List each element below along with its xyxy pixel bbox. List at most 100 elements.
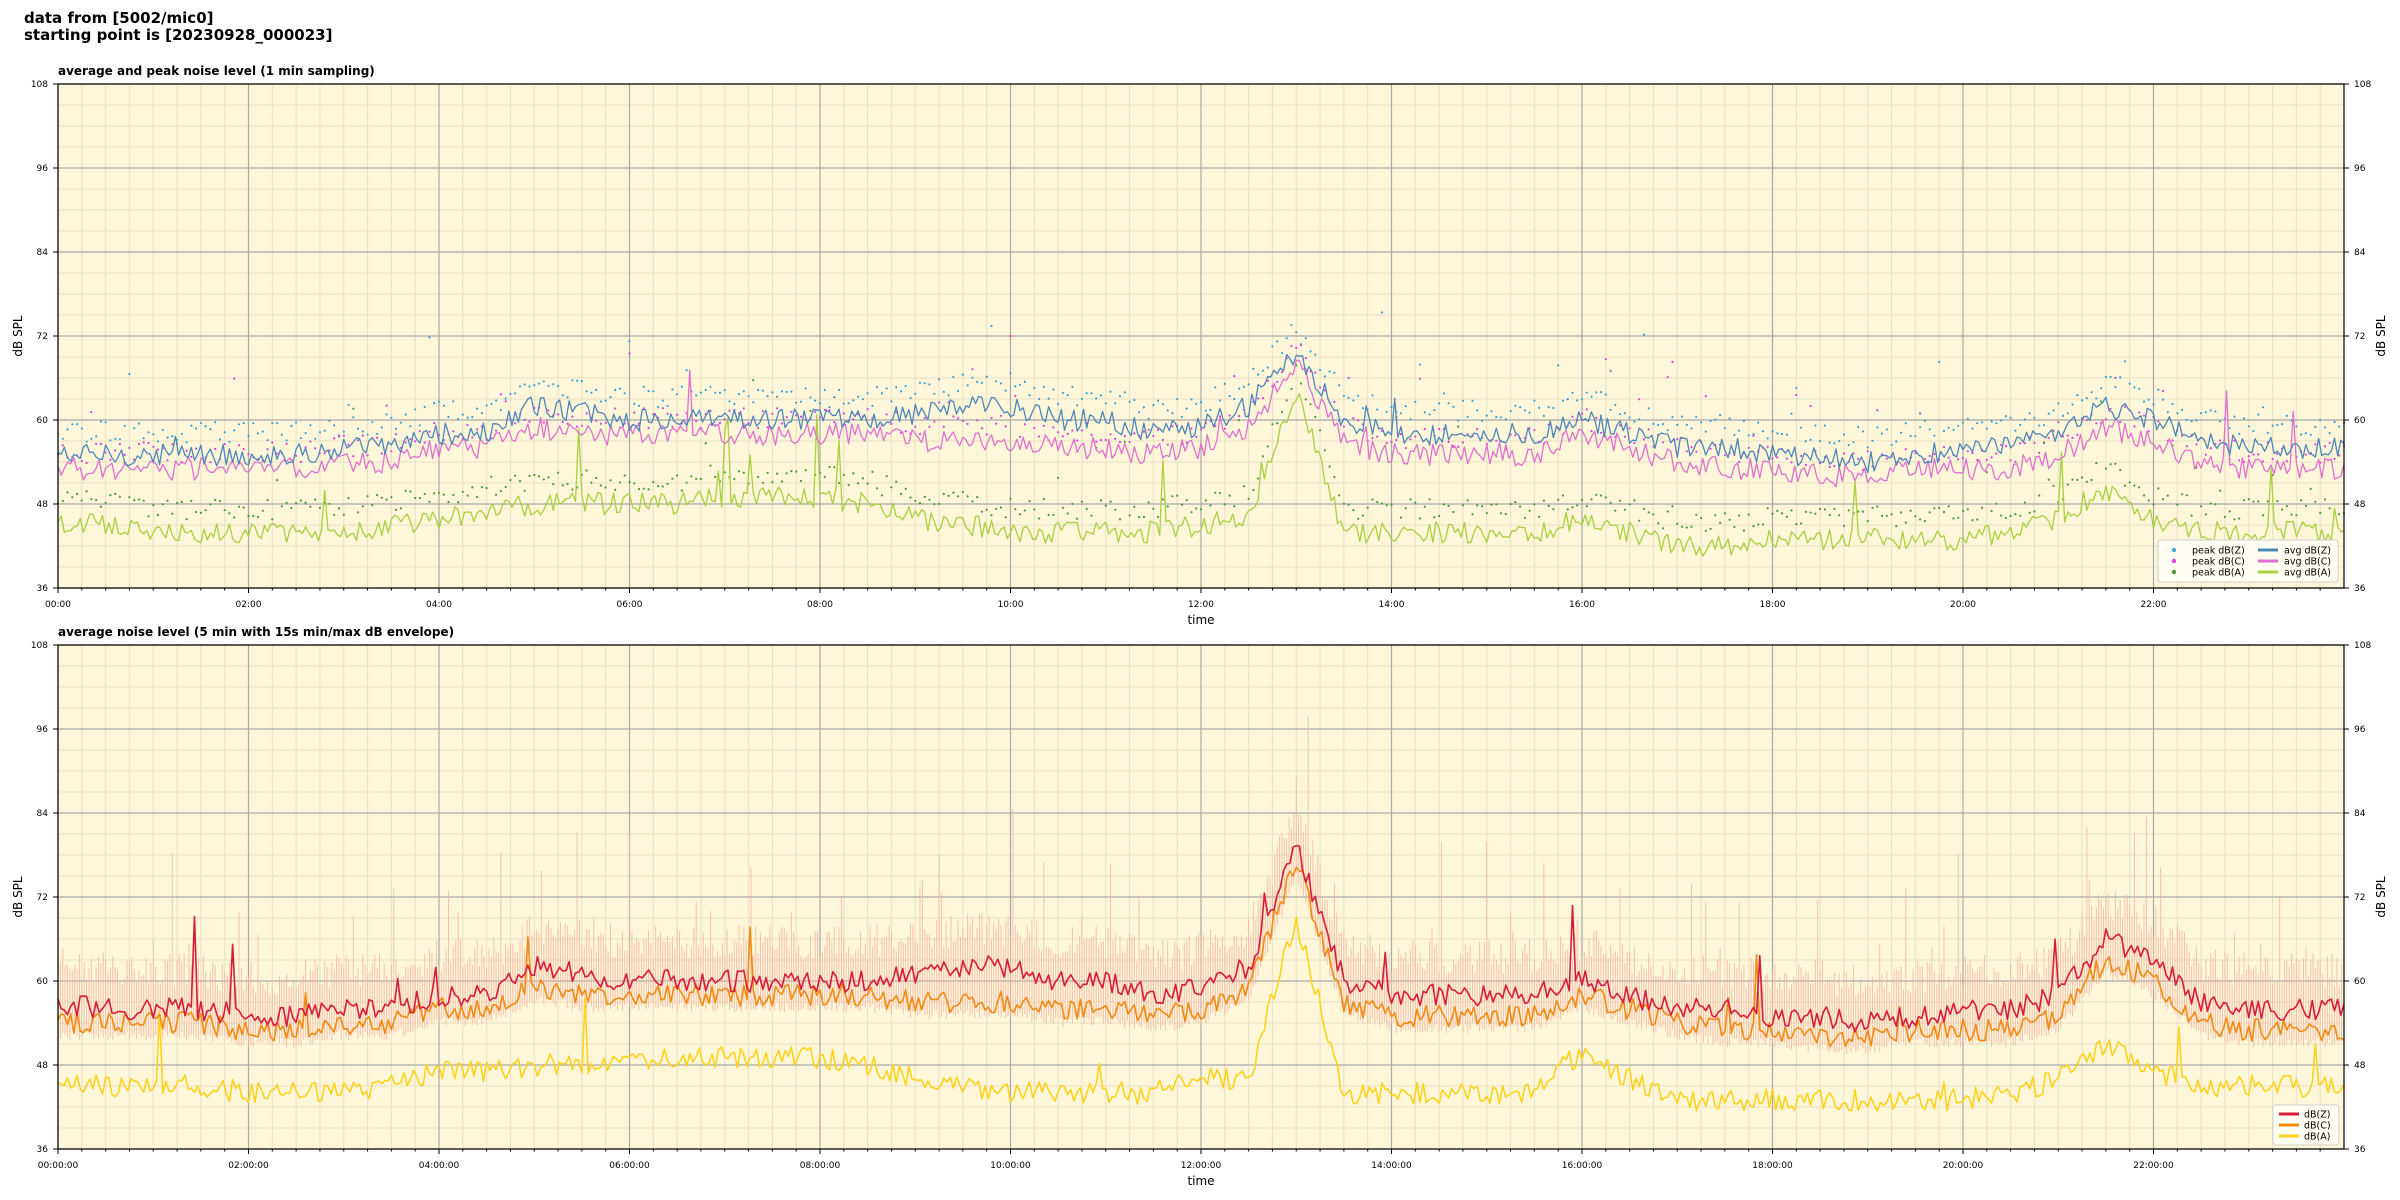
peak-point <box>866 482 869 485</box>
peak-point <box>1157 515 1160 519</box>
peak-point <box>2057 402 2060 405</box>
peak-point <box>2009 416 2012 419</box>
peak-point <box>185 441 188 444</box>
peak-point <box>1952 517 1955 520</box>
y-tick-label: 96 <box>37 164 49 174</box>
peak-point <box>166 459 169 462</box>
peak-point <box>352 416 355 419</box>
y-tick-label: 36 <box>37 1145 49 1155</box>
peak-point <box>1347 503 1350 506</box>
peak-point <box>1152 403 1155 407</box>
peak-point <box>61 499 64 503</box>
peak-point <box>395 427 398 430</box>
peak-point <box>2071 403 2074 406</box>
peak-point <box>1552 508 1555 511</box>
peak-point <box>190 455 193 458</box>
peak-point <box>633 402 636 405</box>
peak-point <box>2081 399 2084 402</box>
peak-point <box>1061 506 1064 509</box>
peak-point <box>2119 376 2122 379</box>
peak-point <box>576 379 579 382</box>
peak-point <box>2276 500 2279 503</box>
peak-point <box>1919 412 1922 415</box>
peak-point <box>561 420 564 424</box>
peak-point <box>423 405 426 408</box>
peak-point <box>680 385 684 388</box>
peak-point <box>2323 426 2327 429</box>
peak-point <box>85 490 88 493</box>
peak-point <box>837 481 841 485</box>
peak-point <box>733 477 736 481</box>
peak-point <box>209 428 212 431</box>
peak-point <box>2185 494 2188 497</box>
peak-point <box>1352 509 1355 512</box>
peak-point <box>2114 462 2117 465</box>
peak-point <box>966 495 969 498</box>
peak-point <box>1580 498 1584 501</box>
peak-point <box>461 413 464 416</box>
peak-point <box>1333 400 1336 404</box>
peak-point <box>390 496 393 499</box>
peak-point <box>1138 516 1141 519</box>
peak-point <box>328 419 331 422</box>
peak-point <box>1942 510 1946 514</box>
peak-point <box>1966 417 1969 420</box>
peak-point <box>2119 468 2122 472</box>
peak-point <box>1276 340 1279 343</box>
peak-point <box>1785 433 1788 436</box>
peak-point <box>1676 438 1679 441</box>
peak-point <box>647 488 650 491</box>
legend-marker <box>2171 547 2177 553</box>
peak-point <box>395 433 398 436</box>
peak-point <box>1538 515 1541 518</box>
peak-point <box>942 390 945 393</box>
peak-point <box>1071 502 1074 505</box>
peak-point <box>1128 400 1131 403</box>
peak-point <box>1280 410 1284 413</box>
peak-point <box>561 484 564 487</box>
peak-point <box>133 499 136 502</box>
peak-point <box>1990 509 1993 513</box>
peak-point <box>1595 391 1598 394</box>
tick-marks <box>53 83 2349 593</box>
peak-point <box>714 391 717 394</box>
peak-point <box>1609 408 1612 411</box>
peak-point <box>1128 514 1131 517</box>
peak-point <box>509 479 512 482</box>
peak-point <box>1161 438 1164 442</box>
peak-point <box>2042 424 2046 427</box>
peak-point <box>1099 499 1103 502</box>
peak-point <box>1509 503 1512 506</box>
peak-point <box>1266 366 1269 369</box>
peak-point <box>1928 454 1931 458</box>
peak-point <box>356 439 360 442</box>
peak-point <box>785 390 788 393</box>
peak-point <box>1380 311 1384 314</box>
peak-point <box>95 442 98 445</box>
peak-point <box>1866 520 1869 523</box>
peak-point <box>1466 499 1469 502</box>
peak-point <box>1985 471 1988 474</box>
peak-point <box>1357 394 1360 397</box>
peak-point <box>1071 385 1074 388</box>
peak-point <box>2309 433 2312 436</box>
peak-point <box>852 399 855 402</box>
peak-point <box>1457 419 1460 422</box>
peak-point <box>904 430 907 433</box>
peak-point <box>1971 451 1974 455</box>
peak-point <box>318 506 321 509</box>
legend-label: peak dB(C) <box>2192 557 2245 568</box>
peak-point <box>1176 494 1179 497</box>
peak-point <box>2171 403 2174 406</box>
peak-point <box>261 509 264 512</box>
peak-point <box>1014 394 1017 397</box>
peak-point <box>661 399 664 402</box>
peak-point <box>1380 502 1384 505</box>
peak-point <box>595 388 598 391</box>
peak-point <box>1657 522 1660 525</box>
peak-point <box>1976 518 1979 521</box>
peak-point <box>1599 431 1603 434</box>
peak-point <box>1652 513 1655 516</box>
peak-point <box>428 336 431 339</box>
peak-point <box>1961 509 1965 512</box>
